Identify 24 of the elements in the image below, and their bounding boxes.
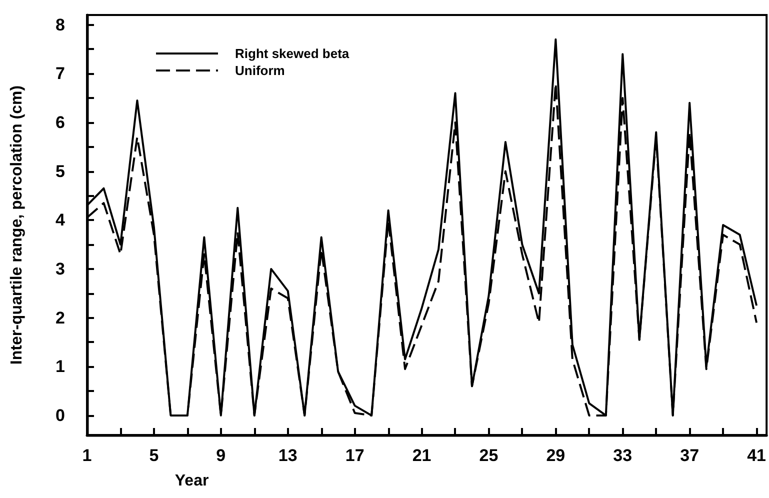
x-tick-label: 5: [149, 446, 159, 465]
y-tick-label: 0: [56, 406, 65, 425]
x-tick-label: 13: [278, 446, 298, 465]
x-tick-label: 17: [345, 446, 364, 465]
y-tick-label: 4: [56, 210, 66, 230]
x-tick-label: 37: [680, 446, 700, 465]
y-tick-label: 7: [56, 64, 65, 84]
x-tick-label: 1: [82, 446, 92, 465]
legend-label: Right skewed beta: [235, 46, 350, 61]
y-tick-label: 6: [56, 112, 65, 132]
x-tick-label: 21: [412, 446, 432, 465]
legend-label: Uniform: [235, 63, 285, 78]
x-tick-label: 9: [216, 446, 226, 465]
x-tick-label: 29: [546, 446, 566, 465]
x-tick-label: 33: [613, 446, 632, 465]
y-tick-label: 2: [56, 308, 65, 328]
y-axis-title: Inter-quartile range, percolation (cm): [8, 85, 26, 365]
x-axis-title: Year: [174, 472, 209, 490]
y-tick-label: 3: [56, 259, 65, 278]
x-tick-label: 41: [747, 446, 766, 465]
x-tick-label: 25: [479, 446, 498, 465]
y-tick-label: 8: [56, 15, 65, 34]
y-tick-label: 1: [56, 357, 65, 376]
y-tick-label: 5: [56, 162, 65, 181]
